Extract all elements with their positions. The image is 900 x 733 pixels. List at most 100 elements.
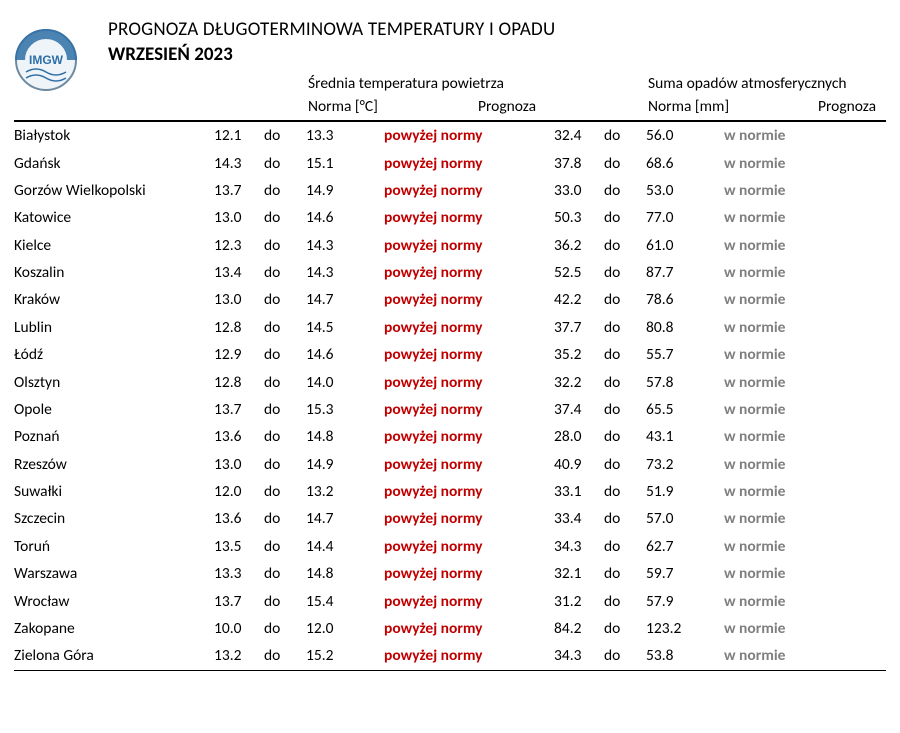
city-cell: Gorzów Wielkopolski [14,177,214,204]
do-cell: do [604,122,646,150]
temp-low-cell: 13.2 [214,642,264,670]
precip-forecast-cell: w normie [724,533,886,560]
precip-forecast-cell: w normie [724,587,886,614]
table-row: Suwałki12.0do13.2powyżej normy33.1do51.9… [14,478,886,505]
temp-low-cell: 14.3 [214,149,264,176]
titles: PROGNOZA DŁUGOTERMINOWA TEMPERATURY I OP… [108,18,900,118]
precip-high-cell: 61.0 [646,232,724,259]
precip-high-cell: 73.2 [646,451,724,478]
do-cell: do [264,232,306,259]
table-row: Warszawa13.3do14.8powyżej normy32.1do59.… [14,560,886,587]
do-cell: do [264,149,306,176]
table-row: Opole13.7do15.3powyżej normy37.4do65.5w … [14,396,886,423]
precip-forecast-cell: w normie [724,478,886,505]
do-cell: do [604,478,646,505]
temp-high-cell: 13.3 [306,122,384,150]
temp-high-cell: 14.9 [306,177,384,204]
precip-low-cell: 52.5 [554,259,604,286]
city-cell: Koszalin [14,259,214,286]
do-cell: do [604,396,646,423]
precip-low-cell: 33.0 [554,177,604,204]
do-cell: do [604,177,646,204]
temp-low-cell: 12.8 [214,368,264,395]
temp-high-cell: 14.6 [306,341,384,368]
city-cell: Poznań [14,423,214,450]
do-cell: do [264,368,306,395]
precip-forecast-cell: w normie [724,505,886,532]
city-cell: Zakopane [14,615,214,642]
do-cell: do [264,505,306,532]
do-cell: do [604,286,646,313]
city-cell: Łódź [14,341,214,368]
temp-forecast-cell: powyżej normy [384,149,554,176]
temp-high-cell: 14.4 [306,533,384,560]
temp-forecast-cell: powyżej normy [384,341,554,368]
precip-forecast-cell: w normie [724,560,886,587]
precip-low-cell: 32.1 [554,560,604,587]
precip-low-cell: 40.9 [554,451,604,478]
temp-low-cell: 10.0 [214,615,264,642]
page: IMGW PROGNOZA DŁUGOTERMINOWA TEMPERATURY… [0,0,900,701]
column-subheaders: Norma [°C] Prognoza Norma [mm] Prognoza [108,95,900,118]
precip-high-cell: 53.0 [646,177,724,204]
temp-high-cell: 14.3 [306,259,384,286]
spacer [108,95,308,118]
precip-high-cell: 43.1 [646,423,724,450]
temp-forecast-cell: powyżej normy [384,286,554,313]
precip-high-cell: 68.6 [646,149,724,176]
temp-low-cell: 13.4 [214,259,264,286]
precip-forecast-cell: w normie [724,232,886,259]
city-cell: Kraków [14,286,214,313]
temp-low-cell: 13.6 [214,505,264,532]
temp-low-cell: 13.7 [214,396,264,423]
precip-low-cell: 37.8 [554,149,604,176]
do-cell: do [604,232,646,259]
forecast-table: Białystok12.1do13.3powyżej normy32.4do56… [14,120,886,671]
temp-low-cell: 12.8 [214,314,264,341]
do-cell: do [264,615,306,642]
city-cell: Wrocław [14,587,214,614]
do-cell: do [264,478,306,505]
precip-forecast-cell: w normie [724,396,886,423]
city-cell: Kielce [14,232,214,259]
precip-high-cell: 51.9 [646,478,724,505]
precip-low-cell: 50.3 [554,204,604,231]
precip-high-cell: 55.7 [646,341,724,368]
table-row: Gdańsk14.3do15.1powyżej normy37.8do68.6w… [14,149,886,176]
forecast-tbody: Białystok12.1do13.3powyżej normy32.4do56… [14,122,886,671]
precip-forecast-cell: w normie [724,642,886,670]
precip-forecast-cell: w normie [724,368,886,395]
do-cell: do [604,451,646,478]
section-temp-label: Średnia temperatura powietrza [308,72,648,95]
temp-forecast-cell: powyżej normy [384,396,554,423]
norma-temp-label: Norma [°C] [308,95,478,118]
do-cell: do [264,204,306,231]
precip-forecast-cell: w normie [724,204,886,231]
table-row: Katowice13.0do14.6powyżej normy50.3do77.… [14,204,886,231]
page-title: PROGNOZA DŁUGOTERMINOWA TEMPERATURY I OP… [108,18,900,43]
do-cell: do [604,642,646,670]
table-row: Lublin12.8do14.5powyżej normy37.7do80.8w… [14,314,886,341]
city-cell: Szczecin [14,505,214,532]
table-row: Kraków13.0do14.7powyżej normy42.2do78.6w… [14,286,886,313]
temp-high-cell: 12.0 [306,615,384,642]
do-cell: do [604,259,646,286]
table-row: Rzeszów13.0do14.9powyżej normy40.9do73.2… [14,451,886,478]
do-cell: do [264,177,306,204]
city-cell: Rzeszów [14,451,214,478]
do-cell: do [604,615,646,642]
do-cell: do [264,122,306,150]
do-cell: do [604,423,646,450]
table-row: Gorzów Wielkopolski13.7do14.9powyżej nor… [14,177,886,204]
city-cell: Suwałki [14,478,214,505]
page-subtitle: WRZESIEŃ 2023 [108,43,900,72]
city-cell: Toruń [14,533,214,560]
temp-forecast-cell: powyżej normy [384,451,554,478]
temp-forecast-cell: powyżej normy [384,204,554,231]
table-row: Zakopane10.0do12.0powyżej normy84.2do123… [14,615,886,642]
city-cell: Białystok [14,122,214,150]
do-cell: do [264,423,306,450]
precip-low-cell: 37.7 [554,314,604,341]
do-cell: do [264,341,306,368]
table-row: Zielona Góra13.2do15.2powyżej normy34.3d… [14,642,886,670]
